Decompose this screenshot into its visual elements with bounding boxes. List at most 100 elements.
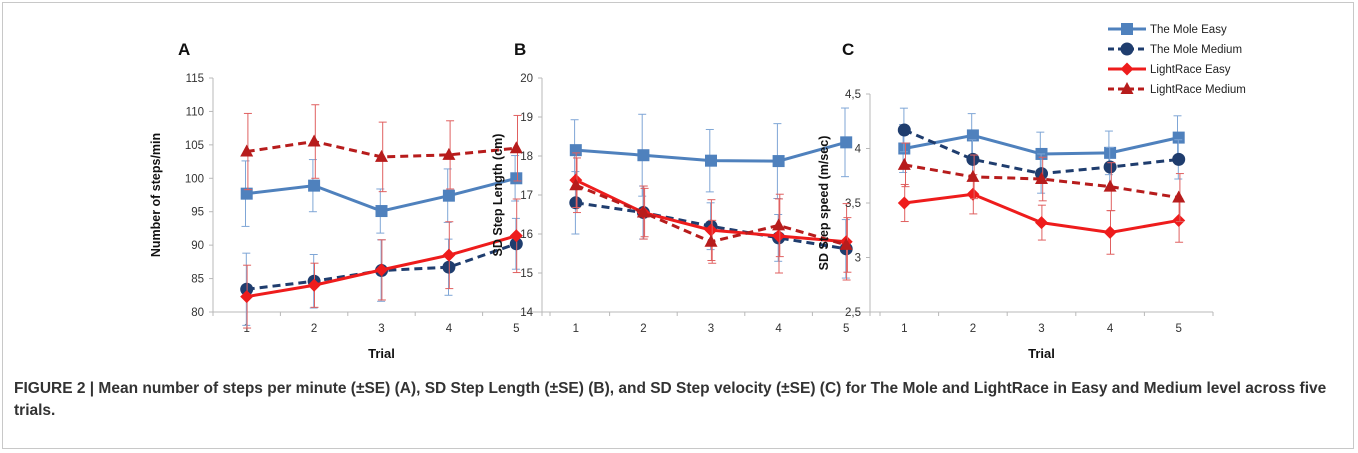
y-tick-label: 16	[520, 229, 533, 241]
data-point	[1103, 225, 1117, 239]
y-tick-label: 18	[520, 151, 533, 163]
legend-marker	[1120, 42, 1134, 56]
legend-marker	[1121, 23, 1133, 35]
x-tick-label: 2	[640, 323, 646, 335]
legend-item: The Mole Easy	[1108, 23, 1227, 36]
y-tick-label: 19	[520, 112, 533, 124]
data-point	[839, 237, 853, 250]
legend: The Mole Easy The Mole Medium LightRace Ea…	[1108, 23, 1246, 96]
y-axis-label: SD Step speed (m/sec)	[817, 136, 831, 271]
y-tick-label: 90	[191, 240, 204, 252]
series-lightrace-medium	[897, 142, 1186, 223]
data-point	[772, 229, 786, 243]
panel-letter: C	[842, 40, 854, 59]
legend-marker	[1120, 62, 1134, 76]
data-point	[308, 179, 321, 192]
data-point	[966, 152, 980, 166]
y-tick-label: 2,5	[845, 307, 861, 319]
y-tick-label: 3,5	[845, 198, 861, 210]
y-tick-label: 80	[191, 307, 204, 319]
y-tick-label: 3	[855, 253, 861, 265]
data-point	[637, 149, 650, 162]
data-point	[509, 229, 523, 243]
data-point	[897, 157, 911, 170]
legend-label: The Mole Medium	[1150, 44, 1242, 56]
x-tick-label: 4	[1107, 323, 1114, 335]
data-point	[840, 136, 853, 149]
data-point	[1172, 152, 1186, 166]
data-point	[509, 141, 523, 154]
data-point	[240, 187, 253, 200]
x-axis-label: Trial	[1028, 346, 1055, 361]
data-point	[442, 189, 455, 202]
y-tick-label: 4	[855, 144, 862, 156]
x-tick-label: 1	[243, 323, 249, 335]
data-point	[510, 172, 523, 185]
chart-panel-a: A 80 85 90 95 100 105 110 115 1 2 3 4 5 Trial Number of…	[149, 40, 551, 361]
y-tick-label: 110	[186, 106, 204, 118]
data-point	[442, 147, 456, 160]
panel-letter: A	[178, 40, 190, 59]
data-point	[1103, 179, 1117, 192]
chart-panel-b: B 14 15 16 17 18 19 20 1 2 3 4 5 SD Step Length (cm)	[491, 40, 881, 335]
data-point	[705, 154, 717, 167]
x-tick-label: 5	[1175, 323, 1181, 335]
x-tick-label: 1	[901, 323, 907, 335]
data-point	[897, 123, 911, 137]
data-point	[966, 129, 979, 142]
y-tick-label: 17	[520, 190, 533, 202]
x-tick-label: 4	[775, 323, 782, 335]
data-point	[240, 290, 254, 304]
x-tick-label: 2	[970, 323, 976, 335]
series-lightrace-easy	[569, 152, 853, 281]
data-point	[1172, 213, 1186, 227]
x-tick-label: 4	[446, 323, 453, 335]
data-point	[897, 196, 911, 210]
y-tick-label: 15	[520, 268, 533, 280]
data-point	[1172, 131, 1185, 144]
series-the-mole-easy	[240, 155, 523, 234]
x-tick-label: 5	[513, 323, 519, 335]
data-point	[704, 234, 718, 247]
legend-label: The Mole Easy	[1150, 24, 1227, 36]
data-point	[1035, 172, 1048, 185]
legend-marker	[1120, 82, 1134, 94]
y-axis-label: Number of steps/min	[149, 133, 163, 257]
series-the-mole-easy	[569, 107, 853, 200]
series-line	[904, 163, 1179, 200]
data-point	[307, 134, 321, 147]
legend-item: The Mole Medium	[1108, 42, 1242, 56]
y-tick-label: 115	[186, 73, 204, 85]
chart-panel-c: C 2,5 3 3,5 4 4,5 1 2 3 4 5 Trial SD Step speed (m/s…	[817, 40, 1214, 361]
data-point	[704, 223, 718, 237]
legend-item: LightRace Medium	[1108, 82, 1246, 96]
data-point	[375, 149, 388, 162]
legend-label: LightRace Easy	[1150, 64, 1231, 76]
data-point	[1172, 190, 1186, 203]
legend-label: LightRace Medium	[1150, 84, 1246, 96]
y-tick-label: 95	[191, 207, 204, 219]
data-point	[375, 263, 388, 277]
x-tick-label: 3	[1038, 323, 1044, 335]
data-point	[772, 218, 786, 231]
data-point	[569, 178, 583, 191]
data-point	[307, 278, 321, 292]
figure-caption: FIGURE 2 | Mean number of steps per minu…	[14, 380, 1327, 419]
y-tick-label: 4,5	[845, 89, 861, 101]
y-tick-label: 105	[185, 140, 204, 152]
y-tick-label: 14	[520, 307, 533, 319]
data-point	[240, 144, 254, 157]
data-point	[636, 205, 650, 218]
x-axis-label: Trial	[368, 346, 395, 361]
data-point	[966, 169, 980, 182]
y-tick-label: 85	[191, 274, 204, 286]
panel-letter: B	[514, 40, 526, 59]
x-tick-label: 1	[573, 323, 579, 335]
y-tick-label: 100	[185, 173, 204, 185]
data-point	[1035, 216, 1048, 230]
data-point	[1103, 160, 1117, 174]
x-tick-label: 3	[708, 323, 714, 335]
series-lightrace-easy	[240, 198, 523, 329]
